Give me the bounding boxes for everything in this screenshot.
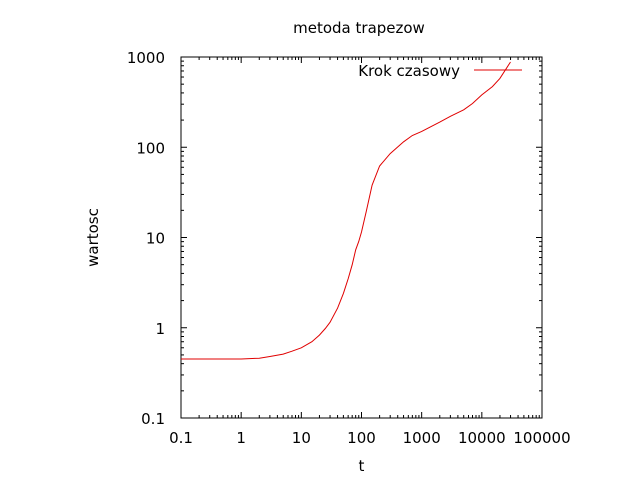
x-tick-label: 10 — [292, 429, 311, 447]
legend-label: Krok czasowy — [358, 62, 460, 80]
legend: Krok czasowy — [358, 62, 522, 80]
x-tick-label: 1000 — [403, 429, 441, 447]
x-tick-label: 10000 — [458, 429, 506, 447]
x-tick-label: 0.1 — [169, 429, 193, 447]
axis-ticks: 0.1 1 10 100 1000 10000 100000 0.1 1 10 100 1000 — [127, 49, 571, 447]
chart-title: metoda trapezow — [293, 19, 425, 37]
x-tick-label: 100000 — [513, 429, 570, 447]
x-tick-label: 100 — [347, 429, 376, 447]
x-axis-label: t — [359, 457, 365, 475]
plot-frame — [180, 56, 543, 419]
y-tick-label: 0.1 — [141, 410, 165, 428]
y-tick-label: 1 — [155, 320, 165, 338]
y-tick-label: 10 — [146, 230, 165, 248]
series-line — [181, 61, 511, 360]
y-axis-label-group: wartosc — [84, 208, 102, 267]
y-axis-label: wartosc — [84, 208, 102, 267]
series-group — [181, 61, 511, 360]
x-tick-label: 1 — [236, 429, 246, 447]
y-tick-label: 100 — [136, 139, 165, 157]
y-tick-label: 1000 — [127, 49, 165, 67]
